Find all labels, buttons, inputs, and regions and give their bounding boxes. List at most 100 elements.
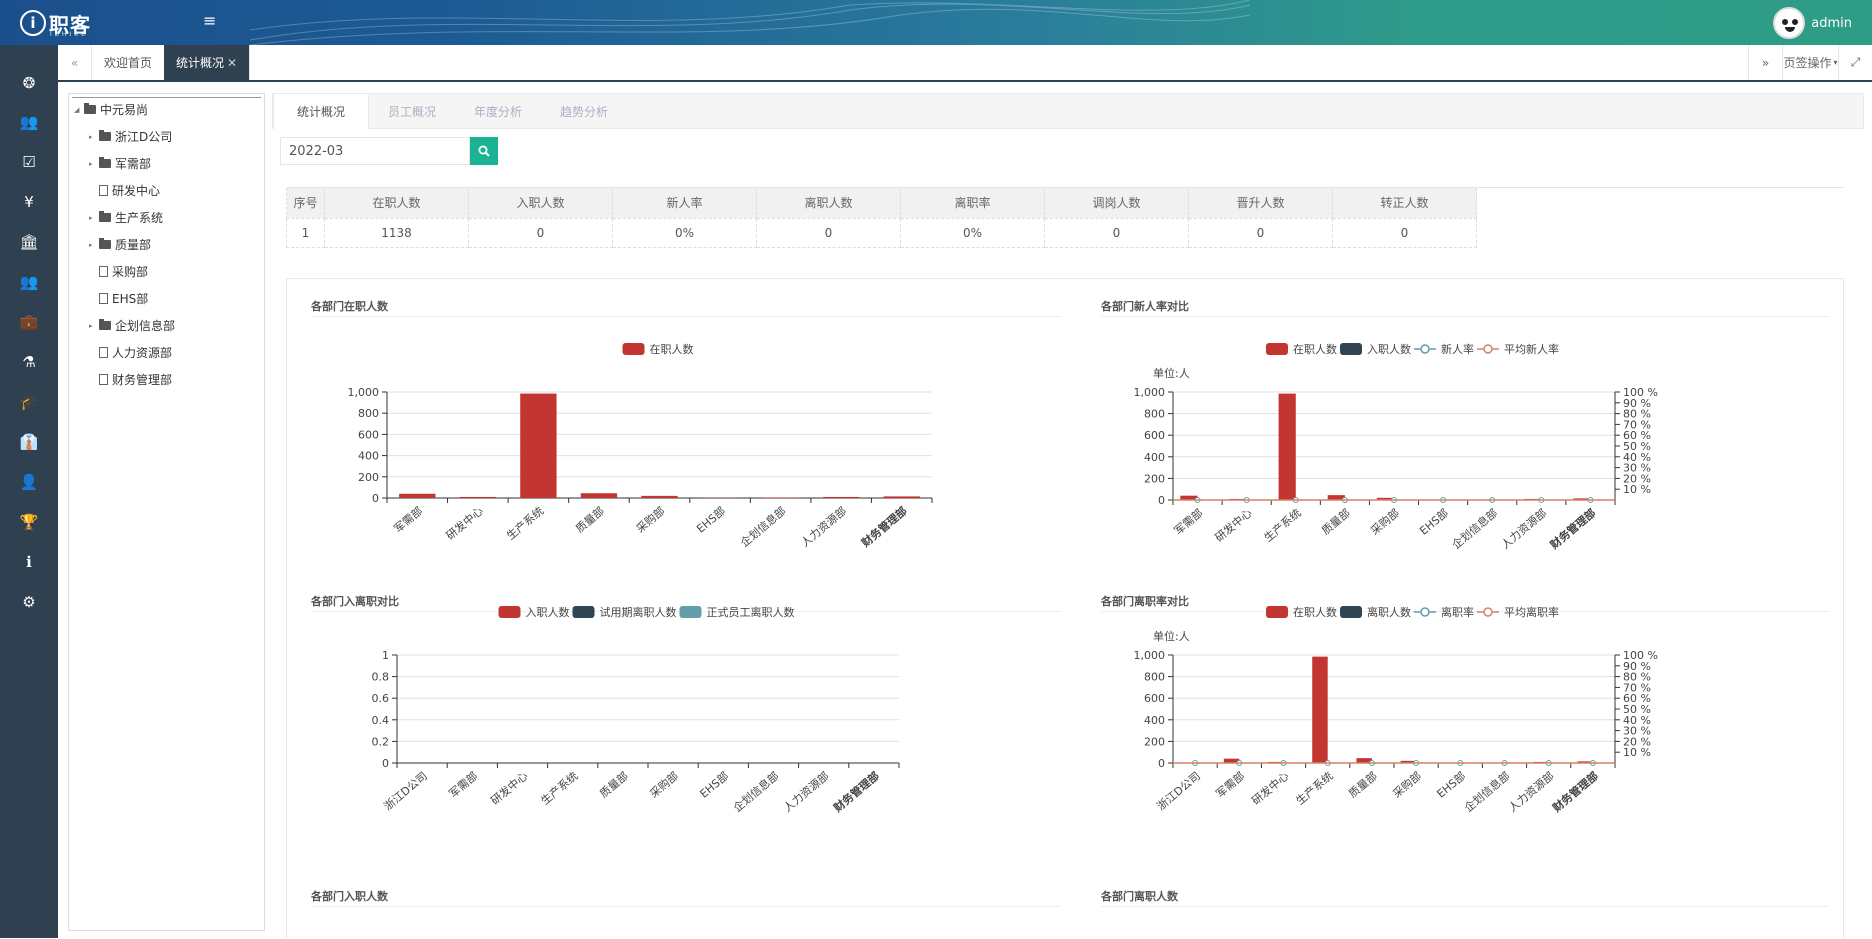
legend-item[interactable]: 新人率 — [1414, 342, 1474, 356]
tree-node-label: EHS部 — [112, 290, 148, 307]
legend-item[interactable]: 试用期离职人数 — [573, 605, 677, 619]
expand-arrow-icon[interactable]: ▸ — [89, 241, 97, 249]
bar[interactable] — [1279, 394, 1296, 500]
legend-label: 平均离职率 — [1504, 605, 1559, 619]
legend-label: 入职人数 — [1367, 343, 1411, 356]
legend-item[interactable]: 在职人数 — [1266, 606, 1337, 619]
bar[interactable] — [823, 497, 859, 498]
dashboard-icon[interactable]: ❂ — [0, 73, 58, 93]
tree-node[interactable]: ▸军需部 — [89, 155, 151, 172]
tree-node[interactable]: 研发中心 — [89, 182, 160, 199]
x-tick-label: 企划信息部 — [1449, 506, 1500, 552]
bar[interactable] — [460, 497, 496, 498]
user-menu[interactable]: admin — [1773, 7, 1852, 39]
tab-annual-label: 年度分析 — [474, 103, 522, 120]
tree-node[interactable]: ▸生产系统 — [89, 209, 163, 226]
legend-label: 离职率 — [1441, 605, 1474, 619]
flask-icon[interactable]: ⚗ — [0, 352, 58, 372]
bar[interactable] — [762, 497, 798, 498]
fullscreen-icon[interactable]: ⤢ — [1838, 45, 1872, 80]
page-ops-dropdown[interactable]: 页签操作▾ — [1782, 45, 1838, 80]
file-icon — [99, 266, 108, 277]
close-icon[interactable]: ✕ — [227, 56, 237, 70]
info-icon[interactable]: ℹ — [0, 552, 58, 572]
table-cell: 0 — [469, 218, 613, 247]
x-tick-label: 研发中心 — [1249, 769, 1292, 808]
tree-root[interactable]: ◢ 中元易尚 — [74, 101, 148, 118]
chart-svg: 在职人数入职人数新人率平均新人率单位:人1,000800600400200010… — [1077, 279, 1845, 569]
legend-item[interactable]: 平均离职率 — [1477, 605, 1559, 619]
y-tick-label: 600 — [358, 428, 379, 441]
header-wave-decoration — [250, 0, 1250, 45]
menu-toggle-icon[interactable]: ≡ — [203, 15, 217, 27]
expand-arrow-icon[interactable]: ◢ — [74, 106, 82, 114]
tree-node[interactable]: ▸浙江D公司 — [89, 128, 172, 145]
legend-item[interactable]: 入职人数 — [499, 606, 570, 619]
legend-item[interactable]: 入职人数 — [1340, 343, 1411, 356]
tree-node[interactable]: 人力资源部 — [89, 344, 172, 361]
bar[interactable] — [399, 494, 435, 498]
tree-node[interactable]: ▸企划信息部 — [89, 317, 175, 334]
yen-icon[interactable]: ¥ — [0, 192, 58, 212]
search-button[interactable] — [470, 137, 498, 165]
tabs-scroll-right-icon[interactable]: » — [1748, 45, 1782, 80]
expand-arrow-icon[interactable]: ▸ — [89, 214, 97, 222]
x-tick-label: 研发中心 — [1212, 506, 1255, 545]
graduation-icon[interactable]: 🎓 — [0, 392, 58, 412]
tab-statistics-label: 统计概况 — [176, 54, 224, 71]
group-icon[interactable]: 👥 — [0, 272, 58, 292]
tab-overview[interactable]: 统计概况 — [273, 93, 369, 129]
folder-icon — [99, 321, 111, 330]
y-tick-label: 0.8 — [372, 671, 390, 684]
bar[interactable] — [884, 496, 920, 498]
trophy-icon[interactable]: 🏆 — [0, 512, 58, 532]
app-logo[interactable]: i 职客 IZHIKE — [20, 8, 110, 38]
tab-employee[interactable]: 员工概况 — [365, 93, 459, 129]
legend-item[interactable]: 在职人数 — [1266, 343, 1337, 356]
expand-arrow-icon[interactable]: ▸ — [89, 133, 97, 141]
legend-item[interactable]: 平均新人率 — [1477, 342, 1559, 356]
y2-tick-label: 10 % — [1623, 746, 1651, 759]
tree-node[interactable]: 采购部 — [89, 263, 148, 280]
check-icon[interactable]: ☑ — [0, 152, 58, 172]
bar[interactable] — [520, 394, 556, 498]
legend-item[interactable]: 离职人数 — [1340, 605, 1411, 619]
tree-node[interactable]: ▸质量部 — [89, 236, 151, 253]
briefcase-icon[interactable]: 💼 — [0, 312, 58, 332]
legend-item[interactable]: 离职率 — [1414, 605, 1474, 619]
expand-arrow-icon[interactable]: ▸ — [89, 160, 97, 168]
tab-annual[interactable]: 年度分析 — [451, 93, 545, 129]
tree-node[interactable]: 财务管理部 — [89, 371, 172, 388]
table-cell: 0 — [1333, 218, 1477, 247]
unit-label: 单位:人 — [1153, 629, 1190, 643]
bar[interactable] — [641, 496, 677, 498]
y-tick-label: 0 — [1158, 494, 1165, 507]
bar[interactable] — [581, 493, 617, 498]
users-icon[interactable]: 👥 — [0, 112, 58, 132]
legend-item[interactable]: 在职人数 — [623, 343, 694, 356]
bank-icon[interactable]: 🏛 — [0, 232, 58, 252]
bar[interactable] — [1312, 657, 1327, 763]
tabs-scroll-left-icon[interactable]: « — [58, 45, 92, 80]
file-icon — [99, 347, 108, 358]
tab-trend[interactable]: 趋势分析 — [537, 93, 631, 129]
content-tabs: 统计概况 员工概况 年度分析 趋势分析 — [272, 93, 1864, 129]
y-tick-label: 200 — [1144, 472, 1165, 485]
folder-icon — [99, 240, 111, 249]
y-tick-label: 600 — [1144, 692, 1165, 705]
folder-icon — [99, 213, 111, 222]
logo-mark-icon: i — [20, 10, 46, 36]
cogs-icon[interactable]: ⚙ — [0, 592, 58, 612]
tab-statistics[interactable]: 统计概况✕ — [164, 45, 250, 80]
tree-node[interactable]: EHS部 — [89, 290, 148, 307]
tab-welcome[interactable]: 欢迎首页 — [92, 45, 165, 80]
table-header-cell: 新人率 — [613, 188, 757, 218]
table-cell: 0% — [613, 218, 757, 247]
legend-item[interactable]: 正式员工离职人数 — [680, 605, 795, 619]
user-icon[interactable]: 👤 — [0, 472, 58, 492]
tie-icon[interactable]: 👔 — [0, 432, 58, 452]
month-input[interactable] — [280, 137, 470, 165]
expand-arrow-icon[interactable]: ▸ — [89, 322, 97, 330]
